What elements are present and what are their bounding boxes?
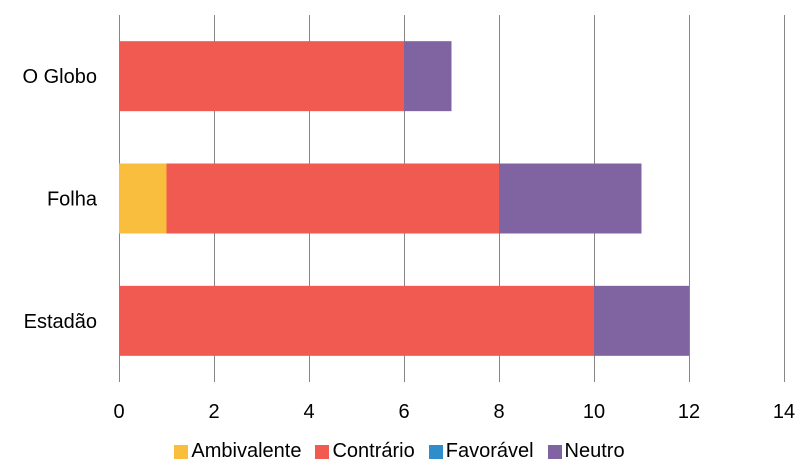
legend-label: Ambivalente (191, 440, 302, 462)
x-tick-label-10: 10 (583, 401, 605, 423)
legend-swatch (315, 444, 330, 459)
bar-folha-neutro (499, 163, 642, 234)
bar-estadão-neutro (594, 285, 689, 356)
legend-item-contrário: Contrário (315, 440, 415, 463)
legend-swatch (174, 444, 189, 459)
x-tick-label-14: 14 (773, 401, 795, 423)
bar-folha-contrário (166, 163, 499, 234)
category-label: Estadão (24, 311, 97, 333)
x-tick-label-12: 12 (678, 401, 700, 423)
legend-item-favorável: Favorável (428, 440, 534, 463)
legend-label: Contrário (332, 440, 415, 462)
legend-item-neutro: Neutro (547, 440, 625, 463)
legend-item-ambivalente: Ambivalente (174, 440, 301, 463)
category-labels: O Globo Folha Estadão (23, 66, 98, 333)
x-tick-label-8: 8 (493, 401, 504, 423)
legend: Ambivalente Contrário Favorável Neutro (0, 440, 799, 463)
bar-o-globo-contrário (119, 41, 404, 112)
bar-folha-ambivalente (119, 163, 167, 234)
legend-label: Neutro (564, 440, 625, 462)
bar-o-globo-neutro (404, 41, 452, 112)
x-tick-labels: 0 2 4 6 8 10 12 14 (113, 401, 795, 423)
bars (119, 41, 689, 356)
x-tick-label-4: 4 (303, 401, 314, 423)
x-tick-label-6: 6 (398, 401, 409, 423)
x-tick-label-0: 0 (113, 401, 124, 423)
legend-label: Favorável (445, 440, 534, 462)
category-label: O Globo (23, 66, 97, 88)
x-tick-label-2: 2 (208, 401, 219, 423)
bar-estadão-contrário (119, 285, 594, 356)
legend-swatch (428, 444, 443, 459)
legend-swatch (547, 444, 562, 459)
category-label: Folha (47, 189, 98, 211)
